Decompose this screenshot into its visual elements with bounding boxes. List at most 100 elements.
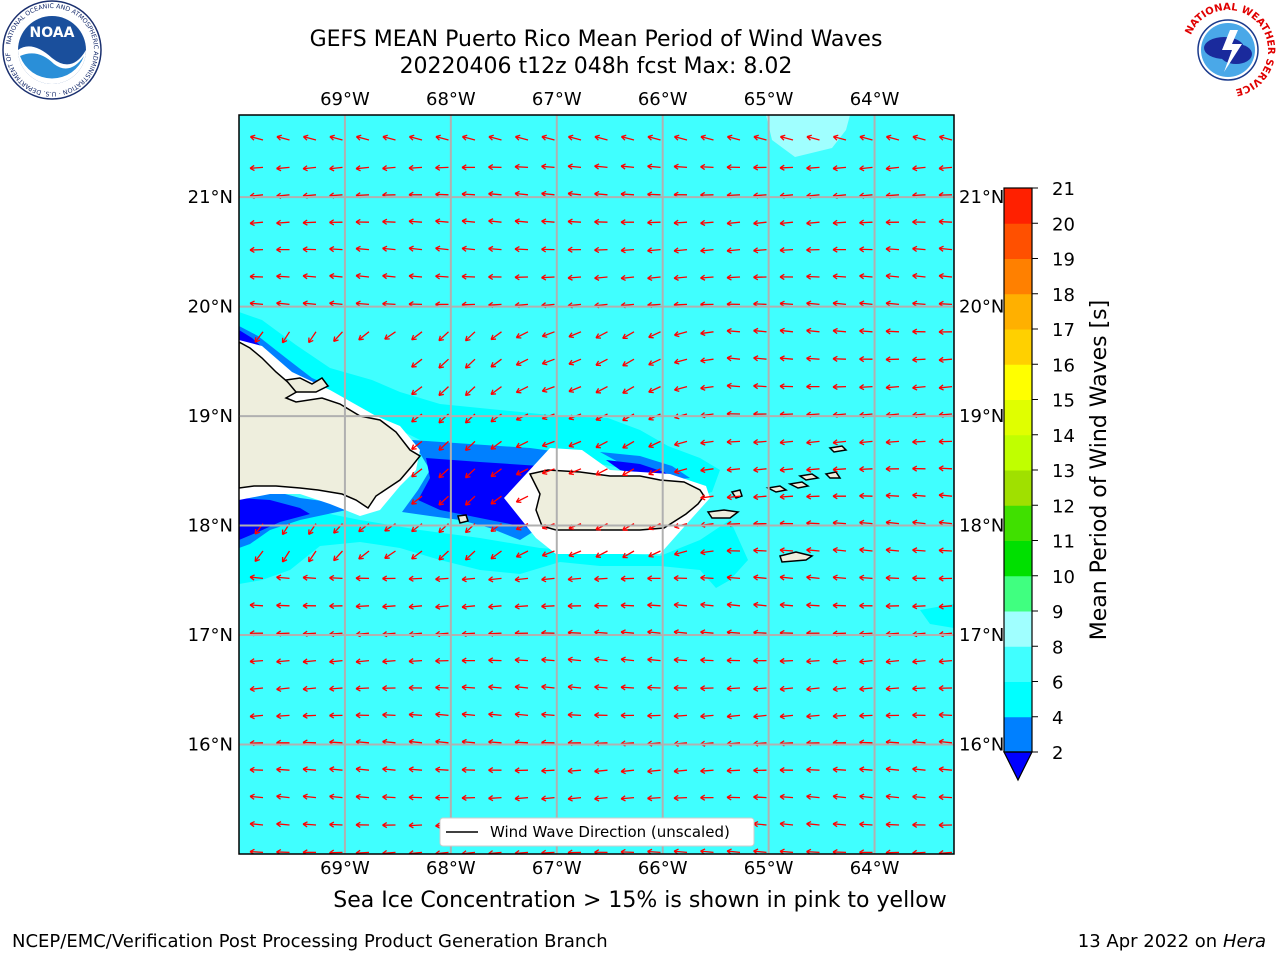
wave-direction-arrowhead [461, 218, 467, 225]
wave-direction-arrow [673, 221, 688, 224]
colorbar-segment [1004, 434, 1032, 471]
wave-direction-arrowhead [726, 382, 732, 390]
wave-direction-arrow [302, 823, 317, 826]
wave-direction-arrowhead [832, 574, 838, 581]
wave-direction-arrow [620, 796, 635, 800]
colorbar-extend-arrow [1003, 751, 1033, 782]
wave-direction-arrow [438, 386, 449, 396]
wave-direction-arrow [594, 193, 608, 196]
wave-direction-arrow [382, 303, 396, 306]
wave-direction-arrowhead [832, 383, 838, 391]
wave-direction-arrow [411, 331, 423, 341]
wave-direction-arrowhead [382, 685, 388, 692]
wave-direction-arrow [514, 741, 529, 744]
wave-direction-arrowhead [859, 602, 865, 609]
wave-direction-arrowhead [281, 337, 288, 344]
wave-direction-arrowhead [753, 438, 759, 446]
wave-direction-arrowhead [622, 361, 628, 367]
wave-direction-arrowhead [912, 356, 918, 363]
wave-direction-arrowhead [726, 327, 732, 335]
wave-direction-arrow [435, 577, 449, 580]
wave-direction-arrow [753, 440, 767, 444]
wave-direction-arrow [382, 136, 396, 141]
colorbar-segment [1004, 540, 1032, 577]
wave-direction-arrow [833, 136, 847, 141]
wave-direction-arrowhead [355, 134, 362, 141]
wave-direction-arrowhead [622, 470, 628, 477]
wave-direction-arrowhead [647, 163, 653, 170]
wave-direction-arrow [753, 248, 767, 252]
wave-direction-arrowhead [333, 528, 339, 534]
wave-direction-arrow [622, 550, 635, 559]
wave-direction-arrowhead [514, 603, 520, 610]
longitude-label: 65°W [744, 858, 794, 879]
wave-direction-arrow [438, 495, 449, 506]
wave-direction-arrow [594, 165, 608, 169]
colorbar-segment [1004, 611, 1032, 647]
wave-direction-arrow [621, 276, 635, 279]
wave-direction-arrow [647, 769, 661, 773]
wave-direction-arrowhead [832, 493, 838, 500]
colorbar-segment [1004, 505, 1032, 541]
wave-direction-arrowhead [859, 165, 865, 172]
wave-direction-arrowhead [438, 417, 444, 424]
wave-direction-arrowhead [885, 658, 891, 665]
wave-direction-arrow [516, 331, 529, 339]
wave-direction-arrowhead [673, 219, 679, 226]
wave-direction-arrowhead [648, 551, 654, 558]
wave-direction-arrow [727, 603, 741, 607]
wave-direction-arrowhead [276, 793, 282, 800]
latitude-labels-right: 21°N 20°N 19°N 18°N 17°N 16°N [959, 187, 1004, 755]
wave-direction-arrow [700, 136, 714, 141]
wave-direction-arrow [302, 768, 317, 771]
wave-direction-arrow [885, 440, 900, 444]
wave-direction-arrow [411, 358, 423, 368]
wave-direction-arrowhead [302, 219, 308, 226]
wave-direction-arrow [382, 740, 396, 744]
wave-direction-arrow [832, 823, 847, 826]
latitude-label: 16°N [188, 735, 233, 756]
wave-direction-arrowhead [382, 793, 388, 801]
wave-direction-arrowhead [885, 821, 891, 828]
wave-direction-arrowhead [408, 134, 415, 141]
wave-direction-arrowhead [276, 273, 282, 280]
wave-direction-arrow [303, 166, 317, 170]
wave-direction-arrow [622, 386, 635, 394]
wave-direction-arrowhead [673, 440, 680, 447]
wave-direction-arrowhead [753, 767, 759, 774]
wave-direction-arrow [753, 194, 767, 197]
wave-direction-arrow [461, 247, 476, 251]
wave-direction-arrow [465, 386, 476, 396]
wave-direction-arrow [515, 686, 529, 689]
colorbar-segment [1004, 470, 1032, 506]
wave-direction-arrowhead [620, 219, 626, 226]
wave-direction-arrowhead [464, 417, 471, 424]
wave-direction-arrow [382, 605, 396, 608]
wave-direction-arrow [621, 136, 635, 141]
wave-direction-arrow [912, 302, 926, 306]
wave-direction-arrow [355, 741, 370, 744]
wave-direction-arrow [250, 823, 264, 826]
wave-direction-arrow [541, 276, 555, 279]
wave-direction-arrow [886, 136, 900, 141]
wave-direction-arrowhead [514, 274, 520, 281]
wave-direction-arrowhead [779, 439, 785, 446]
wave-direction-arrow [249, 221, 264, 225]
wave-direction-arrowhead [647, 684, 653, 691]
wave-direction-arrowhead [435, 766, 441, 773]
wave-direction-arrow [382, 714, 396, 717]
contour-2-4s-mona [418, 458, 540, 528]
wave-direction-arrow [542, 385, 555, 392]
wave-direction-arrow [859, 468, 873, 470]
wave-direction-arrowhead [700, 329, 706, 337]
wave-direction-arrowhead [568, 469, 575, 476]
wave-direction-arrow [461, 686, 476, 689]
wave-direction-arrow [779, 495, 794, 498]
wave-direction-arrow [779, 549, 794, 552]
wave-direction-arrow [673, 303, 688, 306]
wave-direction-arrowhead [333, 336, 339, 343]
wave-direction-arrowhead [541, 190, 547, 197]
wave-direction-arrowhead [885, 574, 891, 582]
wave-direction-arrowhead [620, 602, 626, 609]
wave-direction-arrow [620, 604, 635, 607]
